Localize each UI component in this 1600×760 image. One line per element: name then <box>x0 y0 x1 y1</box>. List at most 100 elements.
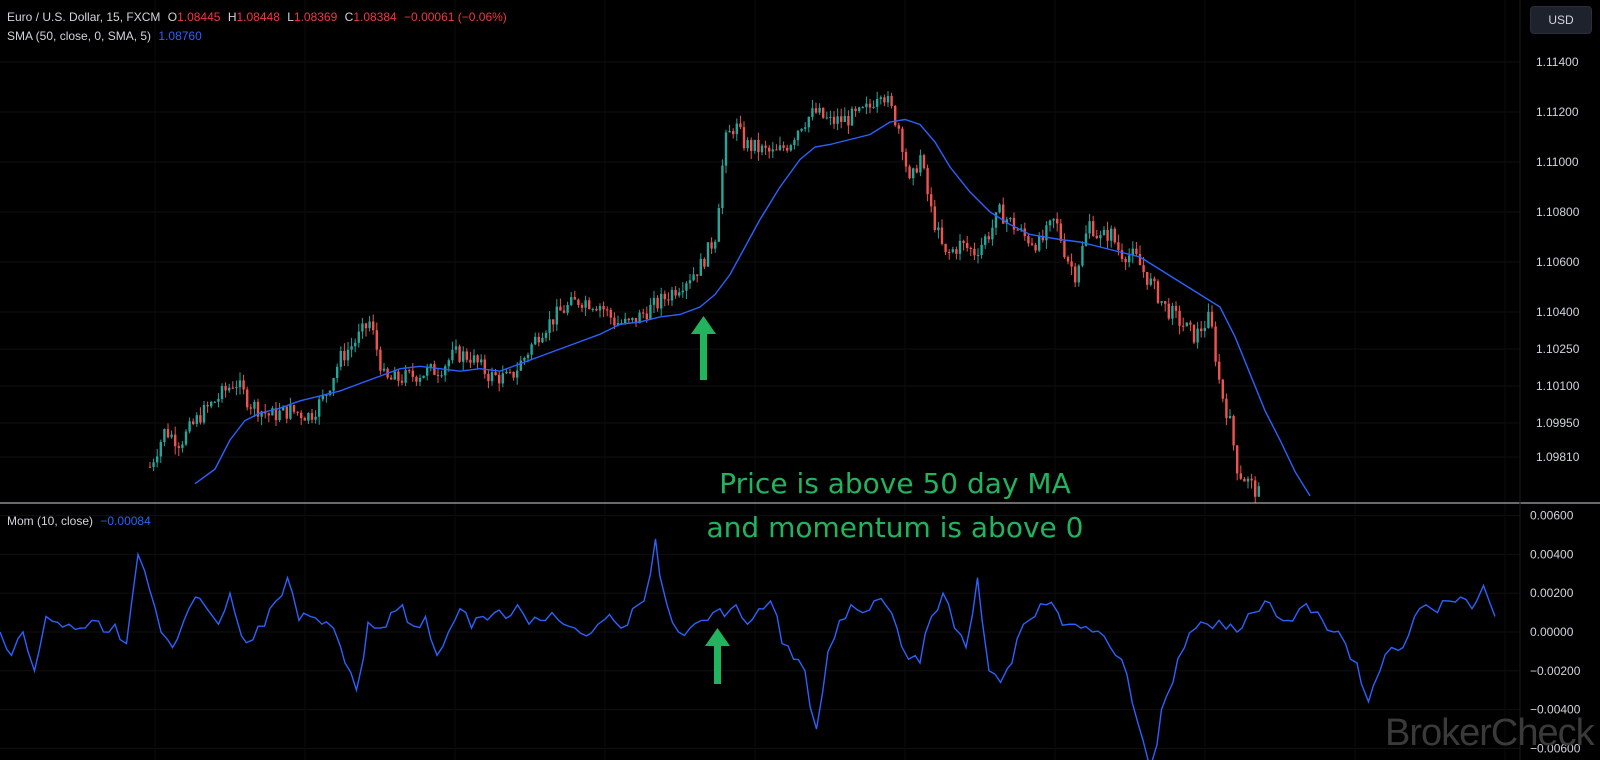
momentum-axis[interactable]: 0.00600 0.00400 0.00200 0.00000 −0.00200 −0.0… <box>1530 509 1581 756</box>
candle <box>534 332 537 346</box>
candle <box>930 187 933 213</box>
candle <box>717 203 720 243</box>
candle <box>181 440 184 453</box>
candle <box>663 290 666 307</box>
close-label: C <box>344 10 354 24</box>
candle <box>861 105 864 109</box>
candle <box>418 374 422 387</box>
candle <box>469 351 472 369</box>
candle <box>1214 321 1217 367</box>
candle <box>1160 301 1163 306</box>
candle <box>865 96 868 115</box>
candle <box>238 372 242 395</box>
momentum-value: −0.00084 <box>100 514 151 528</box>
candle <box>948 249 951 260</box>
candle <box>148 461 152 468</box>
candle <box>292 404 296 415</box>
candle <box>753 139 756 154</box>
candle <box>174 426 177 455</box>
candle <box>1088 213 1091 239</box>
low-value: 1.08369 <box>293 10 338 24</box>
candle <box>274 402 278 427</box>
candle <box>372 314 375 335</box>
candle <box>1192 324 1196 344</box>
sma-line <box>194 118 1311 497</box>
change-value: −0.00061 (−0.06%) <box>404 10 507 24</box>
candle <box>310 408 314 424</box>
candle <box>703 257 706 270</box>
candle <box>1027 233 1030 247</box>
candle <box>541 332 544 344</box>
candle <box>195 412 198 427</box>
candle <box>156 448 159 468</box>
candle <box>1218 354 1221 384</box>
candle <box>1228 409 1232 419</box>
candle <box>249 403 252 415</box>
candle <box>1185 322 1188 327</box>
candle <box>721 159 724 215</box>
candle <box>573 290 576 300</box>
momentum-label[interactable]: Mom (10, close) <box>7 514 94 528</box>
currency-button[interactable]: USD <box>1530 6 1592 34</box>
momentum-tick-label: 0.00200 <box>1530 586 1574 600</box>
candle <box>940 219 944 246</box>
candle <box>1174 301 1178 319</box>
candle <box>199 407 202 425</box>
candle <box>897 122 900 134</box>
symbol-title[interactable]: Euro / U.S. Dollar, 15, FXCM <box>7 10 161 24</box>
close-value: 1.08384 <box>353 10 397 24</box>
candle <box>976 248 980 264</box>
candle <box>314 410 317 424</box>
candle <box>901 126 904 161</box>
candle <box>847 110 850 134</box>
candle <box>642 308 645 319</box>
candle <box>800 128 803 133</box>
candle <box>1210 305 1214 329</box>
candle <box>793 137 796 150</box>
candle <box>303 416 306 421</box>
sma-label[interactable]: SMA (50, close, 0, SMA, 5) <box>7 29 152 43</box>
candle <box>832 111 836 129</box>
candle <box>678 287 681 298</box>
candle <box>184 429 188 446</box>
high-label: H <box>227 10 237 24</box>
candle <box>1110 225 1113 248</box>
candle <box>1142 257 1145 278</box>
candle <box>1099 230 1102 247</box>
candle <box>714 239 717 253</box>
candle <box>652 290 656 314</box>
sma-value: 1.08760 <box>158 29 202 43</box>
candle <box>566 301 569 316</box>
price-tick-label: 1.11200 <box>1536 105 1579 119</box>
candle <box>336 363 339 383</box>
candle <box>163 428 166 447</box>
up-arrow-icon <box>691 316 716 380</box>
candle <box>1095 229 1098 240</box>
grid-lines <box>0 0 1520 760</box>
watermark-logo: BrokerCheck <box>1385 712 1595 754</box>
candle <box>728 124 731 133</box>
candle <box>872 100 875 109</box>
candle <box>285 406 288 424</box>
candle <box>955 246 958 260</box>
candle <box>508 368 512 375</box>
candle <box>886 91 890 107</box>
candle <box>1052 218 1055 229</box>
candle <box>354 338 357 353</box>
candle <box>1189 320 1192 332</box>
candle <box>915 164 918 174</box>
momentum-line <box>0 538 1496 760</box>
annotation-line-2: and momentum is above 0 <box>706 511 1084 544</box>
candle <box>523 356 526 365</box>
candle <box>217 393 220 408</box>
candle <box>1156 279 1160 305</box>
open-label: O <box>167 10 178 24</box>
candle <box>973 242 976 261</box>
candle <box>1056 212 1059 232</box>
candle <box>544 330 548 342</box>
candle <box>660 287 663 316</box>
price-axis[interactable]: 1.11400 1.11200 1.11000 1.10800 1.10600 1.104… <box>1536 55 1580 464</box>
candle <box>868 98 872 114</box>
candle <box>667 292 670 306</box>
